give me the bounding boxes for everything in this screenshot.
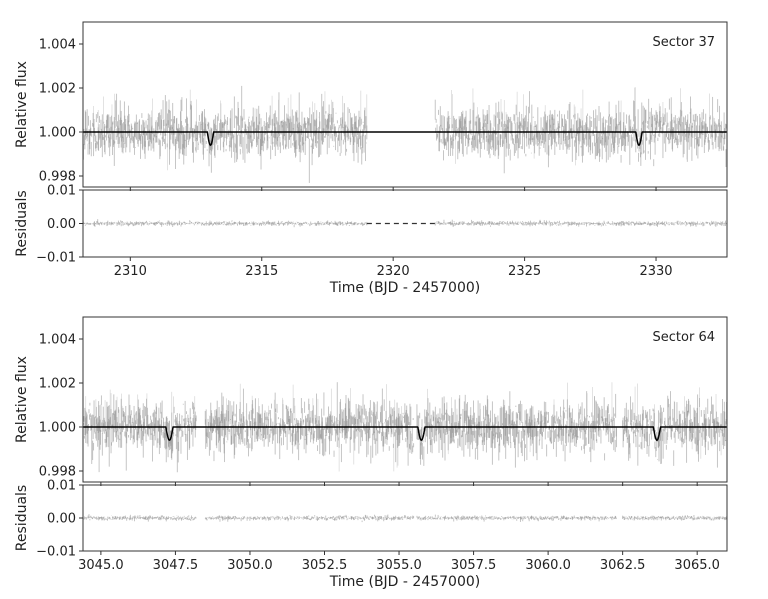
x-tick-label: 3062.5 (600, 558, 646, 573)
x-tick-label: 3047.5 (153, 558, 199, 573)
x-tick-label: 3055.0 (376, 558, 422, 573)
y-tick-label: −0.01 (36, 545, 76, 560)
outlier-points (85, 382, 722, 472)
data-points (83, 514, 727, 523)
y-tick-label: 0.998 (39, 170, 76, 185)
y-axis-label: Residuals (14, 190, 30, 256)
y-tick-label: 0.00 (47, 512, 76, 527)
y-tick-label: 0.998 (39, 465, 76, 480)
model-line (83, 426, 727, 442)
x-tick-label: 2320 (377, 264, 410, 279)
y-axis-label: Relative flux (14, 356, 30, 443)
model-line (83, 131, 727, 147)
y-tick-label: 1.000 (39, 421, 76, 436)
outlier-points (93, 87, 710, 171)
x-tick-label: 2325 (508, 264, 541, 279)
panel-3: 0.998 1.000 1.002 1.004 Relative flux Sector … (14, 316, 728, 486)
y-tick-label: 1.004 (39, 333, 76, 348)
x-axis-label: Time (BJD - 2457000) (329, 280, 480, 296)
y-tick-label: 0.01 (47, 479, 76, 494)
panel-1: 0.998 1.000 1.002 1.004 Relative flux Sector … (14, 21, 728, 191)
plot-area (83, 85, 727, 183)
data-points (83, 382, 727, 473)
plot-area (83, 514, 727, 523)
x-tick-label: 2330 (639, 264, 672, 279)
y-tick-label: 0.00 (47, 217, 76, 232)
x-tick-label: 3057.5 (451, 558, 497, 573)
x-tick-label: 3045.0 (78, 558, 124, 573)
sector-annotation: Sector 37 (653, 35, 715, 50)
y-tick-label: 1.004 (39, 38, 76, 53)
data-points (83, 219, 727, 228)
plot-area (83, 382, 727, 473)
y-axis-label: Relative flux (14, 61, 30, 148)
x-tick-label: 3050.0 (227, 558, 273, 573)
y-tick-label: 1.000 (39, 126, 76, 141)
y-tick-label: −0.01 (36, 251, 76, 266)
axes-frame (82, 316, 728, 483)
x-tick-label: 3065.0 (674, 558, 720, 573)
panel-2: 0.01 0.00 −0.01 2310 2315 2320 2325 2330 Residua… (14, 184, 728, 296)
x-axis-label: Time (BJD - 2457000) (329, 574, 480, 590)
sector-annotation: Sector 64 (653, 330, 715, 345)
data-points (83, 85, 727, 183)
axes-frame (82, 21, 728, 188)
x-tick-label: 3060.0 (525, 558, 571, 573)
y-tick-label: 0.01 (47, 184, 76, 199)
x-tick-label: 2315 (245, 264, 278, 279)
x-tick-label: 3052.5 (302, 558, 348, 573)
y-tick-label: 1.002 (39, 82, 76, 97)
plot-area (83, 219, 727, 228)
y-tick-label: 1.002 (39, 377, 76, 392)
y-axis-label: Residuals (14, 485, 30, 551)
x-tick-label: 2310 (114, 264, 147, 279)
